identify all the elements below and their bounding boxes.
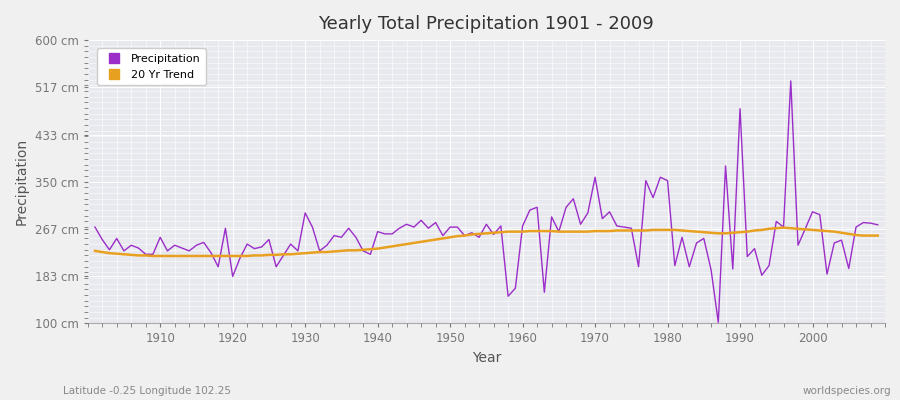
Text: Latitude -0.25 Longitude 102.25: Latitude -0.25 Longitude 102.25	[63, 386, 231, 396]
Text: worldspecies.org: worldspecies.org	[803, 386, 891, 396]
X-axis label: Year: Year	[472, 351, 501, 365]
Title: Yearly Total Precipitation 1901 - 2009: Yearly Total Precipitation 1901 - 2009	[319, 15, 654, 33]
Y-axis label: Precipitation: Precipitation	[15, 138, 29, 225]
Legend: Precipitation, 20 Yr Trend: Precipitation, 20 Yr Trend	[97, 48, 206, 85]
